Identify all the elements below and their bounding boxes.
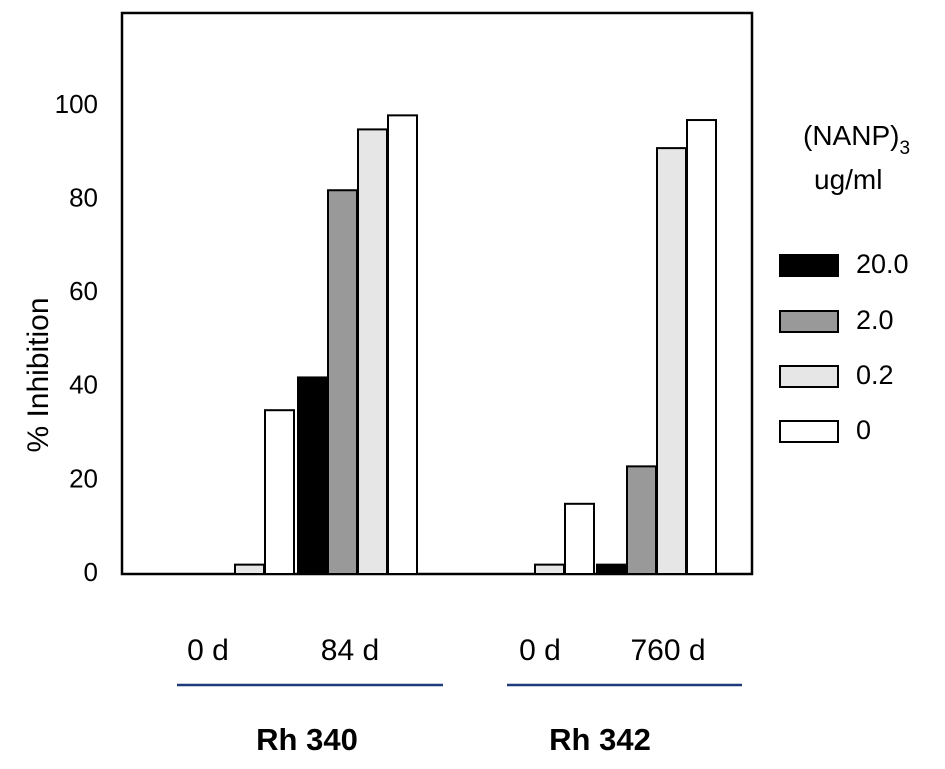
y-axis-ticks: 0 20 40 60 80 100: [55, 89, 98, 587]
group-label: Rh 342: [549, 722, 651, 757]
y-tick-label: 0: [84, 557, 98, 587]
y-tick-label: 40: [69, 370, 98, 400]
bar-20.0-1: [297, 376, 328, 575]
bar-0.2-2: [534, 563, 565, 576]
bar-0.2-0: [234, 563, 265, 576]
y-tick-label: 20: [69, 463, 98, 493]
legend-title: (NANP)3: [803, 120, 910, 159]
legend: (NANP)3 ug/ml 20.0 2.0 0.2 0: [779, 120, 910, 445]
legend-swatch: [779, 254, 839, 277]
bar-20.0-3: [596, 563, 627, 576]
bar-0-1: [387, 114, 418, 576]
group-label: Rh 340: [256, 722, 358, 757]
bar-2.0-1: [327, 189, 358, 576]
legend-items: 20.0 2.0 0.2 0: [779, 249, 909, 445]
y-tick-label: 60: [69, 276, 98, 306]
legend-label: 0: [856, 415, 871, 445]
bar-0-3: [686, 119, 717, 575]
legend-swatch: [779, 365, 839, 388]
plot-frame: [120, 11, 754, 576]
group-labels: Rh 340 Rh 342: [177, 683, 742, 757]
bar-0.2-3: [656, 147, 687, 575]
category-labels: 0 d 84 d 0 d 760 d: [187, 634, 705, 667]
category-label: 760 d: [630, 634, 705, 667]
legend-label: 20.0: [856, 249, 909, 279]
legend-swatch: [779, 310, 839, 333]
bar-0-2: [564, 502, 595, 575]
legend-title-unit: ug/ml: [814, 164, 882, 195]
y-axis-label: % Inhibition: [22, 297, 55, 452]
y-tick-label: 80: [69, 182, 98, 212]
legend-swatch: [779, 420, 839, 443]
bars: [234, 114, 717, 576]
legend-label: 2.0: [856, 305, 894, 335]
y-tick-label: 100: [55, 89, 98, 119]
bar-2.0-3: [626, 465, 657, 575]
bar-0.2-1: [357, 128, 388, 575]
legend-label: 0.2: [856, 360, 894, 390]
category-label: 0 d: [519, 634, 561, 667]
bar-0-0: [264, 409, 295, 576]
category-label: 84 d: [321, 634, 379, 667]
category-label: 0 d: [187, 634, 229, 667]
